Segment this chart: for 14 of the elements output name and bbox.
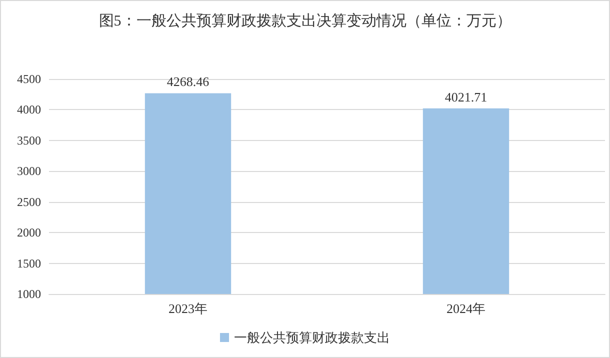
data-label: 4021.71 — [444, 89, 488, 104]
y-tick-label: 3500 — [17, 133, 41, 148]
y-tick-label: 2500 — [17, 194, 41, 209]
y-tick-label: 4500 — [17, 72, 41, 86]
chart-title: 图5：一般公共预算财政拨款支出决算变动情况（单位：万元） — [98, 12, 512, 30]
x-tick-label: 2024年 — [446, 301, 486, 316]
y-tick-label: 1000 — [17, 287, 41, 301]
x-tick-label: 2023年 — [168, 301, 208, 316]
legend-label: 一般公共预算财政拨款支出 — [234, 330, 390, 345]
y-tick-label: 3000 — [17, 164, 41, 178]
y-tick-label: 1500 — [17, 256, 41, 270]
y-tick-label: 2000 — [17, 226, 41, 240]
data-label: 4268.46 — [166, 74, 210, 90]
y-tick-label: 4000 — [17, 102, 41, 117]
